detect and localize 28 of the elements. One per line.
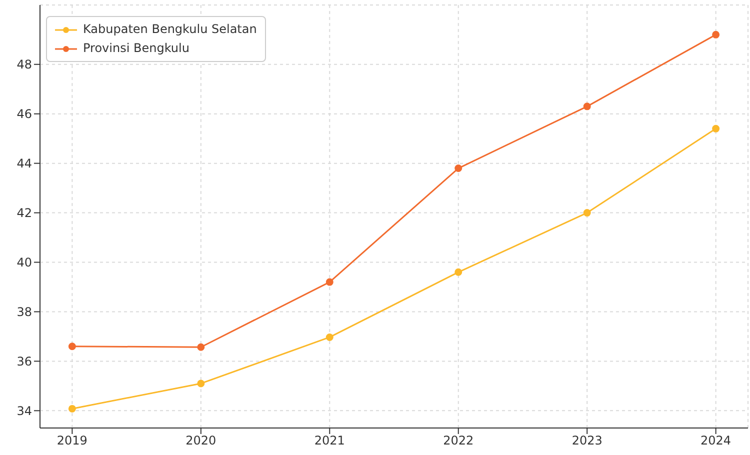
y-tick-label: 34 xyxy=(16,404,32,418)
x-tick-label: 2019 xyxy=(56,434,88,448)
point xyxy=(712,30,720,38)
point xyxy=(326,333,334,341)
x-tick-label: 2024 xyxy=(700,434,732,448)
legend-label: Kabupaten Bengkulu Selatan xyxy=(83,21,257,38)
legend-label: Provinsi Bengkulu xyxy=(83,40,190,57)
y-tick-label: 36 xyxy=(16,354,32,368)
point xyxy=(583,209,591,217)
point xyxy=(454,268,462,276)
x-tick-label: 2023 xyxy=(572,434,602,448)
y-tick-label: 46 xyxy=(16,107,32,122)
x-tick-label: 2021 xyxy=(314,434,345,448)
y-tick-label: 42 xyxy=(16,206,32,220)
x-tick-label: 2022 xyxy=(443,434,474,448)
point xyxy=(454,164,462,172)
point xyxy=(68,342,76,350)
point xyxy=(326,278,334,286)
y-tick-label: 40 xyxy=(16,256,32,270)
point xyxy=(197,380,205,388)
point xyxy=(68,404,76,412)
x-tick-label: 2020 xyxy=(186,434,216,448)
y-tick-label: 48 xyxy=(16,58,32,72)
y-tick-label: 44 xyxy=(16,156,32,171)
y-tick-label: 38 xyxy=(16,304,32,319)
point xyxy=(197,343,205,351)
point xyxy=(583,102,591,110)
point xyxy=(712,124,720,132)
